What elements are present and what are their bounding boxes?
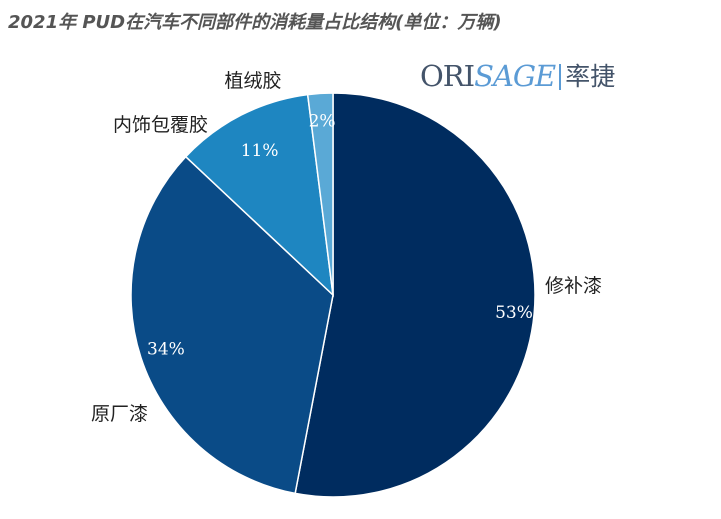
- slice-category-label: 原厂漆: [91, 403, 148, 425]
- pie-slice: [130, 155, 334, 495]
- company-logo: ORI SAGE 率捷: [420, 62, 615, 91]
- pie-slice: [294, 92, 536, 498]
- logo-divider: [559, 63, 562, 90]
- pie-slice: [184, 93, 335, 297]
- logo-word-ori: ORI: [420, 59, 475, 93]
- chart-title: 2021年 PUD在汽车不同部件的消耗量占比结构(单位：万辆): [8, 12, 502, 33]
- slice-percent-label: 53%: [495, 303, 533, 323]
- pie-slices: [130, 92, 536, 498]
- slice-category-label: 内饰包覆胶: [113, 114, 208, 136]
- slice-percent-label: 34%: [147, 339, 185, 359]
- logo-chinese-name: 率捷: [565, 62, 616, 91]
- slice-category-label: 修补漆: [545, 275, 602, 297]
- slice-category-label: 植绒胶: [224, 70, 281, 92]
- slice-percent-label: 2%: [309, 112, 336, 132]
- slice-percent-label: 11%: [241, 141, 279, 161]
- logo-word-sage: SAGE: [474, 59, 556, 93]
- pie-slice: [306, 92, 334, 296]
- pie-labels: 53% 修补漆 34% 原厂漆 11% 内饰包覆胶 2% 植绒胶: [91, 70, 602, 425]
